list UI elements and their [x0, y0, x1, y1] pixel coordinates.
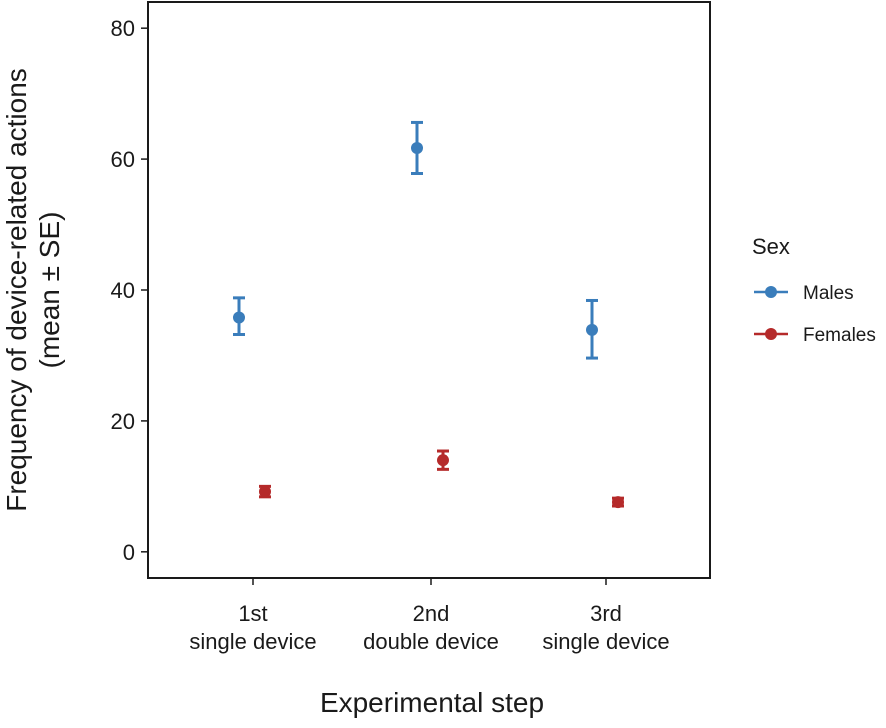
legend-title: Sex	[752, 234, 790, 259]
y-tick-label: 80	[111, 16, 135, 41]
data-point	[612, 496, 624, 509]
y-tick-label: 40	[111, 278, 135, 303]
data-point	[586, 323, 598, 336]
x-axis-title: Experimental step	[320, 687, 544, 718]
plot-layer: 0 20 40 60 80 1st single device 2nd double devic…	[111, 1, 711, 654]
y-tick-label: 0	[123, 540, 135, 565]
x-tick-label: single device	[542, 629, 669, 654]
legend-key-point	[765, 286, 777, 298]
plot-frame	[147, 1, 711, 579]
y-axis-title: Frequency of device-related actions	[1, 68, 32, 512]
x-tick-label: 2nd	[413, 601, 450, 626]
y-tick-label: 60	[111, 147, 135, 172]
legend-label: Males	[803, 283, 854, 304]
data-point	[259, 485, 271, 498]
x-tick-label: 1st	[238, 601, 267, 626]
legend-key-point	[765, 328, 777, 340]
legend: Sex Males Females	[752, 234, 876, 346]
legend-label: Females	[803, 325, 876, 346]
data-point	[411, 141, 423, 154]
data-point	[233, 311, 245, 324]
data-point	[437, 454, 449, 467]
y-axis-title: (mean ± SE)	[34, 212, 65, 369]
x-tick-label: double device	[363, 629, 499, 654]
y-tick-label: 20	[111, 409, 135, 434]
x-tick-label: single device	[189, 629, 316, 654]
x-tick-label: 3rd	[590, 601, 622, 626]
